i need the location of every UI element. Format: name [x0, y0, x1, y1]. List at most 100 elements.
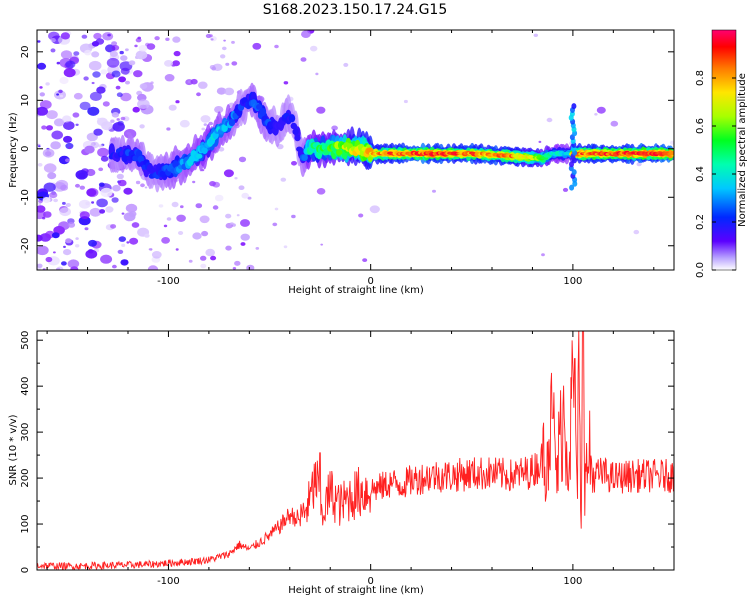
- spectrogram-noise-cell: [115, 85, 121, 90]
- spectrogram-noise-cell: [669, 140, 674, 145]
- spectrogram-noise-cell: [63, 249, 72, 256]
- spectrogram-noise-cell: [188, 259, 193, 263]
- spectrogram-noise-cell: [200, 255, 207, 261]
- spectrogram-noise-cell: [168, 104, 177, 111]
- spectrogram-noise-cell: [117, 249, 124, 254]
- spectrogram-noise-cell: [210, 255, 217, 261]
- spectrogram-noise-cell: [135, 50, 148, 60]
- spectrogram-noise-cell: [41, 125, 47, 130]
- spectrogram-noise-cell: [67, 222, 76, 228]
- spectrogram-noise-cell: [164, 74, 175, 82]
- spectrogram-noise-cell: [105, 206, 114, 213]
- spectrogram-noise-cell: [195, 203, 203, 209]
- spectrogram-noise-cell: [154, 36, 160, 41]
- spectrogram-noise-cell: [93, 32, 102, 40]
- spectrogram-noise-cell: [75, 244, 80, 248]
- spectrogram-ridge-cell: [159, 170, 166, 177]
- spectrogram-noise-cell: [112, 122, 125, 132]
- spectrogram-noise-cell: [60, 50, 73, 59]
- spectrogram-noise-cell: [56, 61, 60, 65]
- spectrogram-noise-cell: [175, 248, 179, 251]
- spectrogram-noise-cell: [205, 248, 215, 257]
- spectrogram-noise-cell: [173, 50, 181, 57]
- spectrogram-noise-cell: [129, 237, 139, 245]
- snr-xtick-label: 100: [563, 576, 582, 587]
- spectrogram-noise-cell: [165, 37, 170, 41]
- spectrogram-noise-cell: [110, 224, 117, 229]
- spectrogram-noise-cell: [37, 40, 41, 43]
- figure-title: S168.2023.150.17.24.G15: [263, 2, 448, 18]
- spectrogram-noise-cell: [224, 87, 235, 96]
- spectrogram-noise-cell: [56, 93, 59, 96]
- spectrogram-noise-cell: [343, 62, 349, 67]
- spectrogram-noise-cell: [126, 241, 130, 244]
- spectrogram-noise-cell: [240, 242, 246, 246]
- spectrogram-noise-cell: [42, 148, 55, 158]
- spectrogram-noise-cell: [208, 121, 214, 126]
- spectrogram-noise-cell: [403, 99, 408, 104]
- spectrogram-noise-cell: [203, 123, 207, 126]
- spectrogram-noise-cell: [133, 70, 143, 78]
- spectrogram-ridge-cell: [571, 169, 577, 176]
- spectrogram-noise-cell: [118, 236, 127, 242]
- spectrogram-noise-cell: [39, 86, 43, 89]
- spectrogram-noise-cell: [65, 203, 71, 207]
- spectrogram-noise-cell: [596, 106, 606, 114]
- spectrogram-noise-cell: [247, 196, 252, 200]
- spectrogram-noise-cell: [146, 43, 156, 50]
- spectrogram-ridge-cell: [196, 153, 203, 159]
- spectrogram-noise-cell: [161, 237, 171, 244]
- spectrogram-noise-cell: [134, 44, 138, 48]
- spectrogram-noise-cell: [122, 259, 128, 264]
- spectrogram-ytick-label: 10: [20, 94, 31, 107]
- spectrogram-noise-cell: [98, 167, 104, 172]
- spectrogram-noise-cell: [120, 55, 128, 61]
- spectrogram-noise-cell: [87, 106, 100, 116]
- spectrogram-noise-cell: [75, 237, 79, 240]
- spectrogram-noise-cell: [137, 99, 150, 109]
- spectrogram-noise-cell: [212, 181, 220, 188]
- spectrogram-noise-cell: [187, 80, 192, 83]
- spectrogram-noise-cell: [116, 92, 123, 97]
- spectrogram-noise-cell: [274, 207, 279, 211]
- spectrogram-noise-cell: [116, 173, 124, 180]
- spectrogram-noise-cell: [272, 222, 278, 227]
- spectrogram-noise-cell: [50, 38, 56, 43]
- spectrogram-noise-cell: [48, 31, 60, 41]
- spectrogram-noise-cell: [636, 162, 642, 167]
- spectrogram-ridge-cell: [228, 119, 236, 127]
- spectrogram-noise-cell: [201, 230, 209, 237]
- snr-ytick-label: 0: [20, 567, 31, 573]
- spectrogram-noise-cell: [86, 187, 99, 198]
- spectrogram-noise-cell: [111, 44, 120, 51]
- spectrogram-noise-cell: [633, 229, 640, 235]
- spectrogram-noise-cell: [50, 141, 61, 150]
- snr-ytick-label: 400: [20, 377, 31, 396]
- spectrogram-noise-cell: [89, 91, 102, 101]
- spectrogram-noise-cell: [121, 212, 125, 215]
- spectrogram-noise-cell: [229, 222, 234, 226]
- spectrogram-noise-cell: [38, 145, 41, 148]
- spectrogram-noise-cell: [111, 112, 120, 118]
- spectrogram-noise-cell: [176, 214, 186, 222]
- spectrogram-noise-cell: [200, 263, 207, 269]
- spectrogram-noise-cell: [128, 60, 136, 66]
- spectrogram-noise-cell: [84, 49, 92, 56]
- spectrogram-ridge-cell: [571, 103, 577, 110]
- spectrogram-noise-cell: [68, 146, 71, 149]
- spectrogram-noise-cell: [75, 170, 88, 180]
- spectrogram-noise-cell: [67, 259, 80, 269]
- spectrogram-ridge-cell: [259, 108, 267, 116]
- spectrogram-noise-cell: [300, 57, 307, 62]
- spectrogram-noise-cell: [301, 30, 311, 38]
- spectrogram-xtick-label: 0: [367, 276, 373, 287]
- spectrogram-noise-cell: [89, 207, 102, 217]
- spectrogram-noise-cell: [99, 209, 106, 214]
- spectrogram-noise-cell: [63, 245, 66, 248]
- spectrogram-noise-cell: [112, 184, 121, 192]
- spectrogram-noise-cell: [37, 62, 47, 70]
- spectrogram-noise-cell: [111, 70, 121, 78]
- spectrogram-noise-cell: [98, 182, 105, 187]
- spectrogram-noise-cell: [118, 76, 126, 83]
